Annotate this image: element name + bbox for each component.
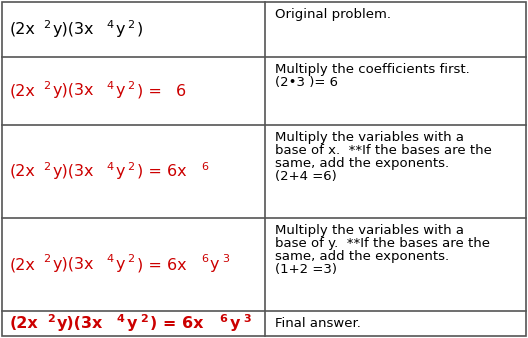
- Text: 6: 6: [175, 83, 186, 98]
- Text: 2: 2: [43, 81, 51, 91]
- Text: y: y: [210, 257, 219, 272]
- Text: y)(3x: y)(3x: [53, 83, 94, 98]
- Text: Multiply the coefficients first.: Multiply the coefficients first.: [275, 63, 470, 76]
- Text: 3: 3: [222, 255, 229, 265]
- Text: 6: 6: [201, 255, 208, 265]
- Text: y: y: [127, 316, 137, 331]
- Text: same, add the exponents.: same, add the exponents.: [275, 250, 449, 263]
- Text: 2: 2: [128, 255, 135, 265]
- Text: (2x: (2x: [10, 316, 39, 331]
- Text: 4: 4: [106, 162, 113, 171]
- Text: 2: 2: [43, 255, 51, 265]
- Text: (1+2 =3): (1+2 =3): [275, 263, 337, 276]
- Text: y: y: [115, 257, 125, 272]
- Text: 2: 2: [43, 20, 51, 29]
- Text: 3: 3: [243, 314, 251, 323]
- Text: Original problem.: Original problem.: [275, 8, 391, 21]
- Text: (2•3 )= 6: (2•3 )= 6: [275, 76, 338, 89]
- Text: y)(3x: y)(3x: [57, 316, 103, 331]
- Text: 4: 4: [117, 314, 125, 323]
- Text: y)(3x: y)(3x: [53, 164, 94, 179]
- Text: 6: 6: [220, 314, 228, 323]
- Text: ) = 6x: ) = 6x: [150, 316, 204, 331]
- Text: 4: 4: [106, 255, 113, 265]
- Text: y: y: [115, 22, 125, 37]
- Text: Multiply the variables with a: Multiply the variables with a: [275, 224, 464, 237]
- Text: (2+4 =6): (2+4 =6): [275, 170, 337, 183]
- Text: (2x: (2x: [10, 164, 36, 179]
- Text: y: y: [115, 83, 125, 98]
- Text: 6: 6: [201, 162, 208, 171]
- Text: Final answer.: Final answer.: [275, 317, 361, 330]
- Text: (2x: (2x: [10, 22, 36, 37]
- Text: y: y: [115, 164, 125, 179]
- Text: 2: 2: [43, 162, 51, 171]
- Text: 2: 2: [128, 162, 135, 171]
- Text: 2: 2: [128, 20, 135, 29]
- Text: 2: 2: [128, 81, 135, 91]
- Text: Multiply the variables with a: Multiply the variables with a: [275, 131, 464, 144]
- Text: 4: 4: [106, 81, 113, 91]
- Text: y: y: [230, 316, 240, 331]
- Text: ): ): [137, 22, 143, 37]
- Text: same, add the exponents.: same, add the exponents.: [275, 157, 449, 170]
- Text: ) = 6x: ) = 6x: [137, 257, 186, 272]
- Text: (2x: (2x: [10, 83, 36, 98]
- Text: base of y.  **If the bases are the: base of y. **If the bases are the: [275, 237, 490, 250]
- Text: ) = 6x: ) = 6x: [137, 164, 186, 179]
- Text: ) =: ) =: [137, 83, 167, 98]
- Text: (2x: (2x: [10, 257, 36, 272]
- Text: y)(3x: y)(3x: [53, 22, 94, 37]
- Text: base of x.  **If the bases are the: base of x. **If the bases are the: [275, 144, 492, 157]
- Text: y)(3x: y)(3x: [53, 257, 94, 272]
- Text: 2: 2: [140, 314, 148, 323]
- Text: 2: 2: [47, 314, 55, 323]
- Text: 4: 4: [106, 20, 113, 29]
